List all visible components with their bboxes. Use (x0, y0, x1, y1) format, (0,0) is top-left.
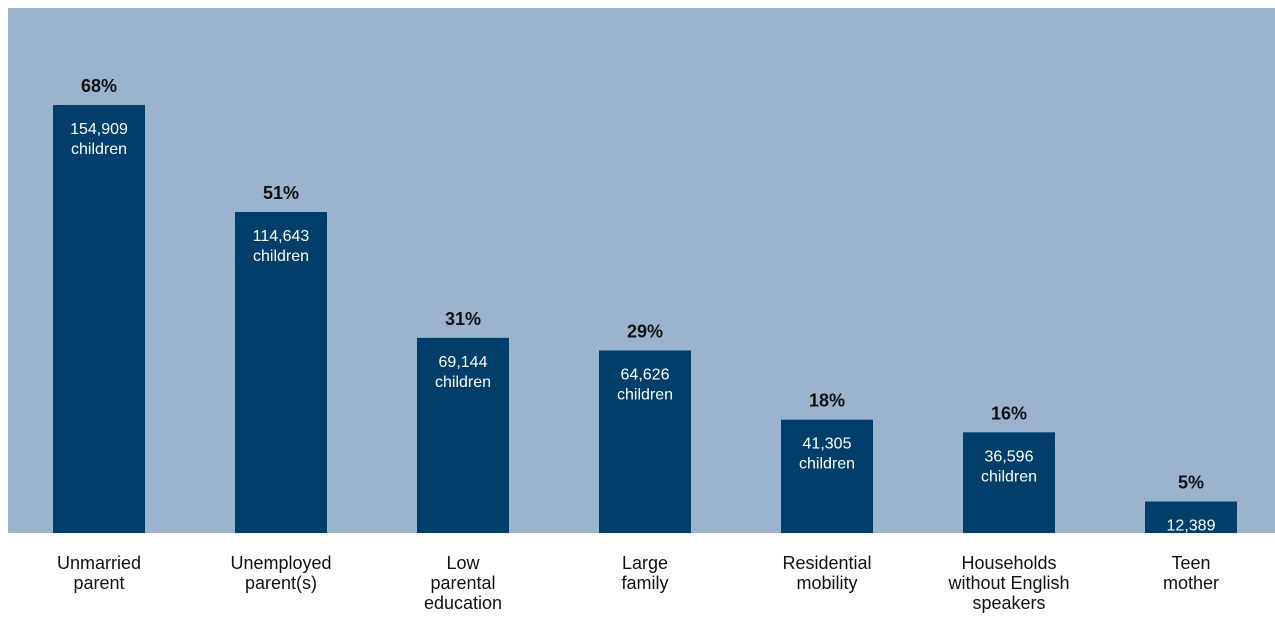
bar-count-label-2-1: children (435, 374, 491, 391)
value-label-4: 18% (809, 391, 845, 411)
value-label-5: 16% (991, 403, 1027, 423)
bar-count-label-5-1: children (981, 468, 1037, 485)
bar-4 (781, 419, 873, 533)
value-label-6: 5% (1178, 473, 1204, 493)
category-label-5-1: without English (947, 573, 1069, 593)
category-label-6-0: Teen (1171, 553, 1210, 573)
bar-2 (417, 337, 509, 533)
category-label-4-1: mobility (796, 573, 857, 593)
category-label-3-0: Large (622, 553, 668, 573)
category-label-4-0: Residential (782, 553, 871, 573)
bar-count-label-4-1: children (799, 456, 855, 473)
value-label-1: 51% (263, 183, 299, 203)
value-label-0: 68% (81, 76, 117, 96)
bar-5 (963, 432, 1055, 533)
category-label-1-0: Unemployed (230, 553, 331, 573)
bar-count-label-1-1: children (253, 248, 309, 265)
category-label-5-0: Households (961, 553, 1056, 573)
category-label-2-1: parental (430, 573, 495, 593)
bar-count-label-0-0: 154,909 (70, 121, 128, 138)
bar-count-label-4-0: 41,305 (803, 436, 852, 453)
category-label-6-1: mother (1163, 573, 1219, 593)
bar-count-label-0-1: children (71, 141, 127, 158)
bar-count-label-6-1: children (1163, 538, 1219, 555)
bar-1 (235, 212, 327, 533)
bar-count-label-5-0: 36,596 (985, 448, 1034, 465)
category-label-2-2: education (424, 593, 502, 613)
value-label-2: 31% (445, 309, 481, 329)
bar-count-label-1-0: 114,643 (253, 228, 310, 245)
category-label-3-1: family (621, 573, 668, 593)
bar-count-label-6-0: 12,389 (1167, 518, 1216, 535)
bars-group (53, 105, 1237, 533)
bar-count-label-3-0: 64,626 (621, 366, 670, 383)
bar-6 (1145, 501, 1237, 533)
bar-count-label-2-0: 69,144 (439, 354, 488, 371)
category-label-5-2: speakers (972, 593, 1045, 613)
category-label-0-0: Unmarried (57, 553, 141, 573)
bar-0 (53, 105, 145, 533)
bar-count-label-3-1: children (617, 386, 673, 403)
value-label-3: 29% (627, 321, 663, 341)
category-label-2-0: Low (446, 553, 480, 573)
bar-3 (599, 350, 691, 533)
category-label-1-1: parent(s) (245, 573, 317, 593)
category-label-0-1: parent (73, 573, 124, 593)
